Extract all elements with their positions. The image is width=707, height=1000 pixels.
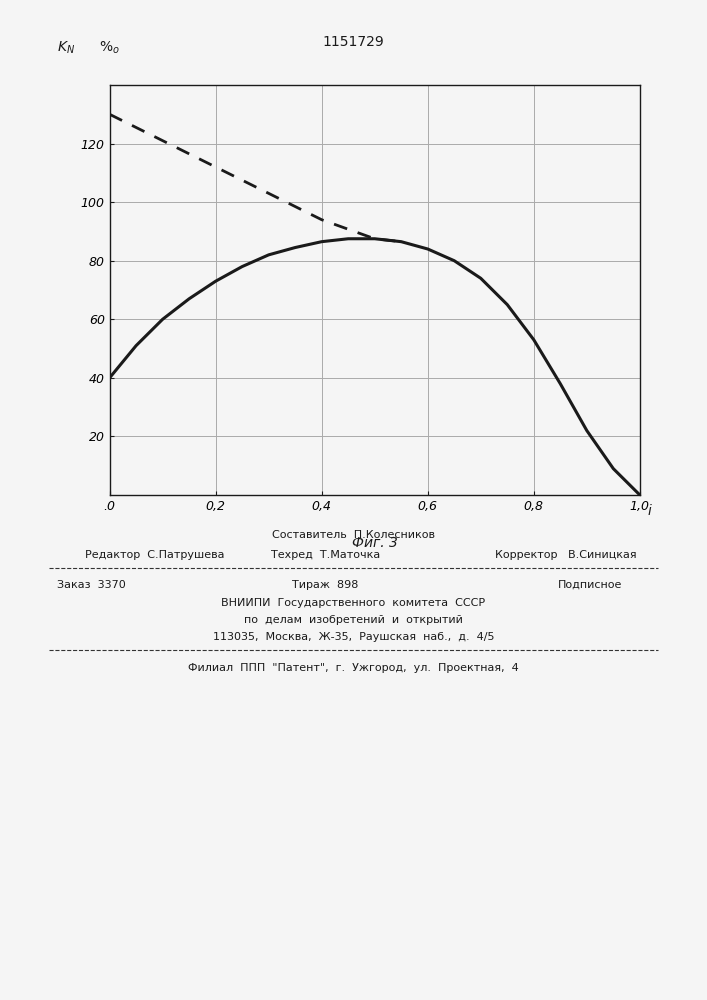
Text: Заказ  3370: Заказ 3370	[57, 580, 125, 590]
Text: $K_N$: $K_N$	[57, 40, 75, 56]
Text: 1151729: 1151729	[322, 35, 385, 49]
Text: Корректор   В.Синицкая: Корректор В.Синицкая	[495, 550, 636, 560]
Text: i: i	[648, 504, 652, 518]
Text: ВНИИПИ  Государственного  комитета  СССР: ВНИИПИ Государственного комитета СССР	[221, 598, 486, 608]
Text: Филиал  ППП  "Патент",  г.  Ужгород,  ул.  Проектная,  4: Филиал ППП "Патент", г. Ужгород, ул. Про…	[188, 663, 519, 673]
Text: Фиг. 3: Фиг. 3	[352, 536, 397, 550]
Text: 113035,  Москва,  Ж-35,  Раушская  наб.,  д.  4/5: 113035, Москва, Ж-35, Раушская наб., д. …	[213, 632, 494, 642]
Text: Техред  Т.Маточка: Техред Т.Маточка	[271, 550, 380, 560]
Text: по  делам  изобретений  и  открытий: по делам изобретений и открытий	[244, 615, 463, 625]
Text: Тираж  898: Тираж 898	[292, 580, 358, 590]
Text: %$_o$: %$_o$	[99, 40, 119, 56]
Text: Составитель  П.Колесников: Составитель П.Колесников	[272, 530, 435, 540]
Text: Подписное: Подписное	[558, 580, 622, 590]
Text: Редактор  С.Патрушева: Редактор С.Патрушева	[85, 550, 224, 560]
